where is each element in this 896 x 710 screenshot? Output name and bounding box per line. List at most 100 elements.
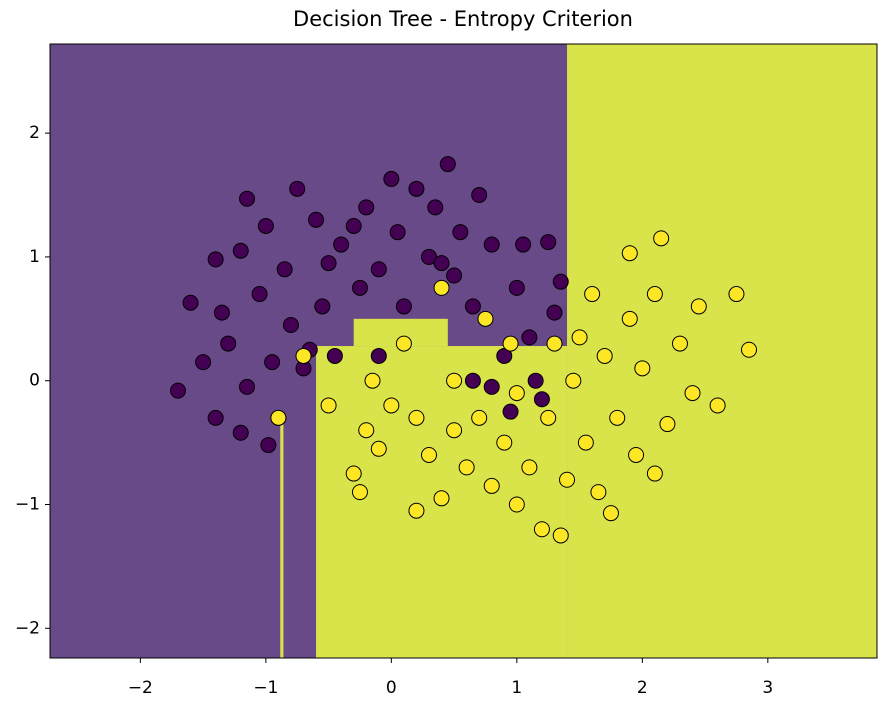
point — [502, 335, 519, 352]
point — [446, 372, 463, 389]
point — [439, 156, 456, 173]
point — [433, 490, 450, 507]
point — [358, 422, 375, 439]
point — [740, 341, 757, 358]
point — [590, 484, 607, 501]
point — [383, 397, 400, 414]
point — [602, 505, 619, 522]
point — [452, 224, 469, 241]
point — [533, 391, 550, 408]
point — [389, 224, 406, 241]
point — [257, 217, 274, 234]
point — [508, 385, 525, 402]
x-tick-label: 1 — [511, 678, 522, 698]
point — [577, 434, 594, 451]
point — [420, 446, 437, 463]
point — [483, 477, 500, 494]
point — [546, 304, 563, 321]
point — [351, 279, 368, 296]
point — [326, 347, 343, 364]
point — [546, 335, 563, 352]
point — [251, 286, 268, 303]
point — [628, 446, 645, 463]
point — [276, 261, 293, 278]
point — [446, 422, 463, 439]
point — [213, 304, 230, 321]
point — [314, 298, 331, 315]
y-tick-label: −2 — [15, 618, 40, 638]
x-tick-label: 0 — [386, 678, 397, 698]
point — [483, 378, 500, 395]
point — [690, 298, 707, 315]
chart-title: Decision Tree - Entropy Criterion — [293, 7, 633, 31]
point — [195, 354, 212, 371]
point — [464, 298, 481, 315]
point — [408, 409, 425, 426]
plot-area — [50, 44, 877, 658]
point — [358, 199, 375, 216]
y-tick-label: 1 — [29, 247, 40, 267]
point — [502, 403, 519, 420]
point — [521, 329, 538, 346]
point — [584, 286, 601, 303]
point — [609, 409, 626, 426]
point — [552, 273, 569, 290]
point — [621, 310, 638, 327]
point — [515, 236, 532, 253]
point — [521, 459, 538, 476]
point — [383, 170, 400, 187]
point — [659, 416, 676, 433]
point — [634, 360, 651, 377]
point — [527, 372, 544, 389]
point — [446, 267, 463, 284]
y-tick-label: 2 — [29, 123, 40, 143]
point — [370, 440, 387, 457]
x-tick-label: −2 — [128, 678, 153, 698]
point — [559, 471, 576, 488]
point — [671, 335, 688, 352]
point — [540, 234, 557, 251]
point — [207, 409, 224, 426]
point — [433, 279, 450, 296]
point — [684, 385, 701, 402]
point — [333, 236, 350, 253]
y-tick-label: 0 — [29, 371, 40, 391]
point — [621, 245, 638, 262]
point — [232, 242, 249, 259]
point — [596, 347, 613, 364]
point — [289, 180, 306, 197]
point — [370, 261, 387, 278]
y-tick-label: −1 — [15, 495, 40, 515]
decision-region — [567, 44, 877, 658]
point — [220, 335, 237, 352]
point — [207, 251, 224, 268]
decision-region — [280, 424, 284, 658]
point — [239, 190, 256, 207]
point — [232, 424, 249, 441]
point — [282, 317, 299, 334]
point — [370, 347, 387, 364]
point — [533, 521, 550, 538]
point — [345, 217, 362, 234]
point — [295, 347, 312, 364]
point — [433, 255, 450, 272]
point — [483, 236, 500, 253]
point — [408, 502, 425, 519]
point — [395, 335, 412, 352]
point — [728, 286, 745, 303]
point — [260, 437, 277, 454]
point — [351, 484, 368, 501]
point — [646, 286, 663, 303]
point — [571, 329, 588, 346]
point — [496, 434, 513, 451]
point — [477, 310, 494, 327]
point — [565, 372, 582, 389]
point — [653, 230, 670, 247]
point — [646, 465, 663, 482]
point — [458, 459, 475, 476]
point — [308, 211, 325, 228]
x-tick-label: 3 — [762, 678, 773, 698]
x-tick-label: −1 — [253, 678, 278, 698]
point — [508, 279, 525, 296]
